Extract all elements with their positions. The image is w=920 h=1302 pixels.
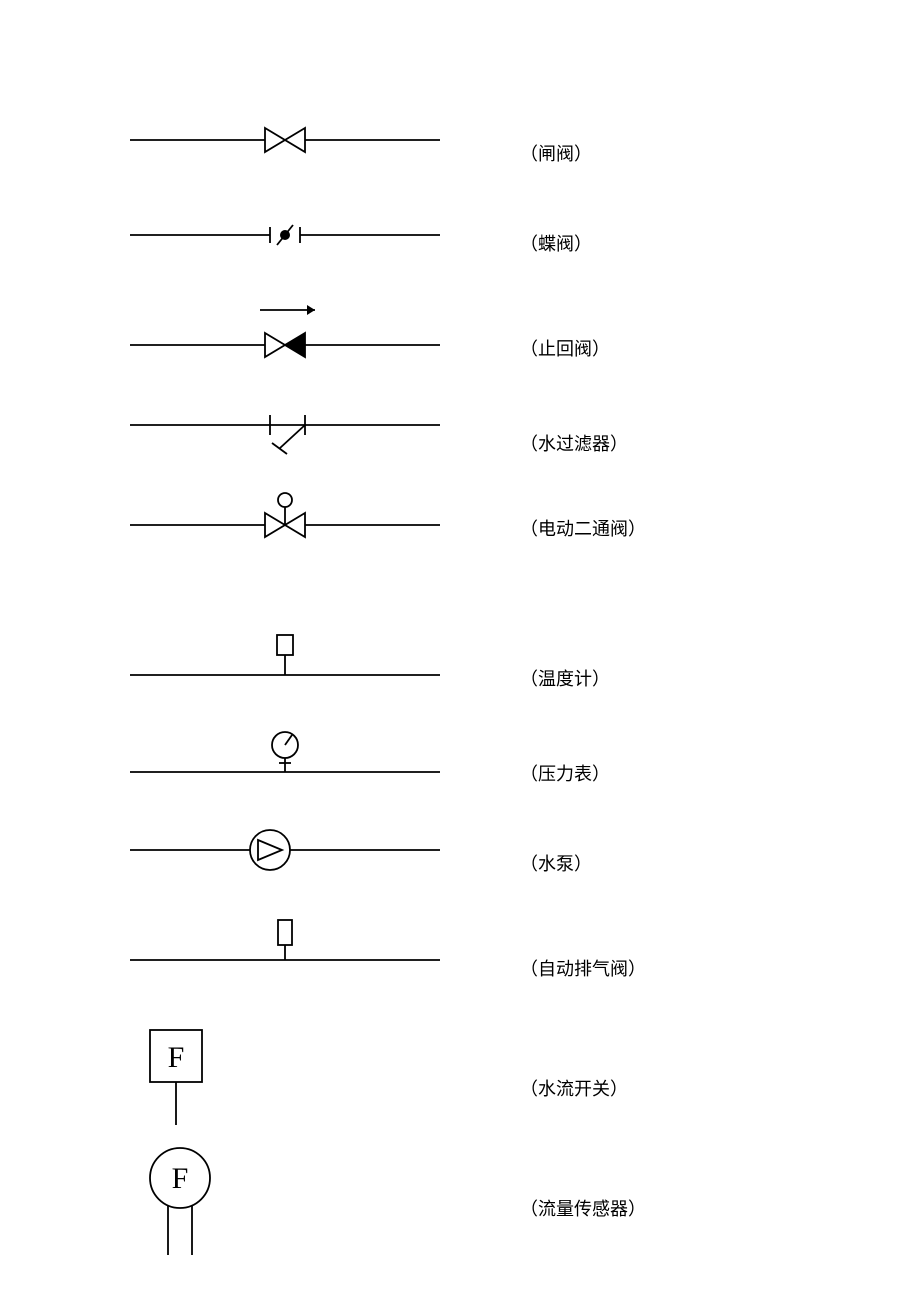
flow-switch-symbol: F [130, 1020, 440, 1130]
svg-text:F: F [168, 1041, 185, 1074]
water-filter-symbol [130, 400, 440, 460]
water-filter-label: （水过滤器） [520, 430, 628, 456]
check-valve-symbol [130, 300, 440, 370]
butterfly-valve-label: （蝶阀） [520, 230, 592, 256]
flow-switch-label: （水流开关） [520, 1075, 628, 1101]
legend-page: （闸阀） （蝶阀） （止回阀） [0, 0, 920, 1302]
thermometer-label: （温度计） [520, 665, 610, 691]
gate-valve-label: （闸阀） [520, 140, 592, 166]
flow-sensor-label: （流量传感器） [520, 1195, 646, 1221]
svg-text:F: F [172, 1162, 189, 1195]
thermometer-symbol [130, 620, 440, 690]
electric-valve-symbol [130, 480, 440, 550]
water-pump-label: （水泵） [520, 850, 592, 876]
flow-sensor-symbol: F [130, 1140, 440, 1260]
pressure-gauge-symbol [130, 720, 440, 785]
auto-air-vent-label: （自动排气阀） [520, 955, 646, 981]
water-pump-symbol [130, 820, 440, 880]
check-valve-label: （止回阀） [520, 335, 610, 361]
auto-air-vent-symbol [130, 905, 440, 975]
electric-valve-label: （电动二通阀） [520, 515, 646, 541]
pressure-gauge-label: （压力表） [520, 760, 610, 786]
butterfly-valve-symbol [130, 215, 440, 255]
gate-valve-symbol [130, 110, 440, 170]
